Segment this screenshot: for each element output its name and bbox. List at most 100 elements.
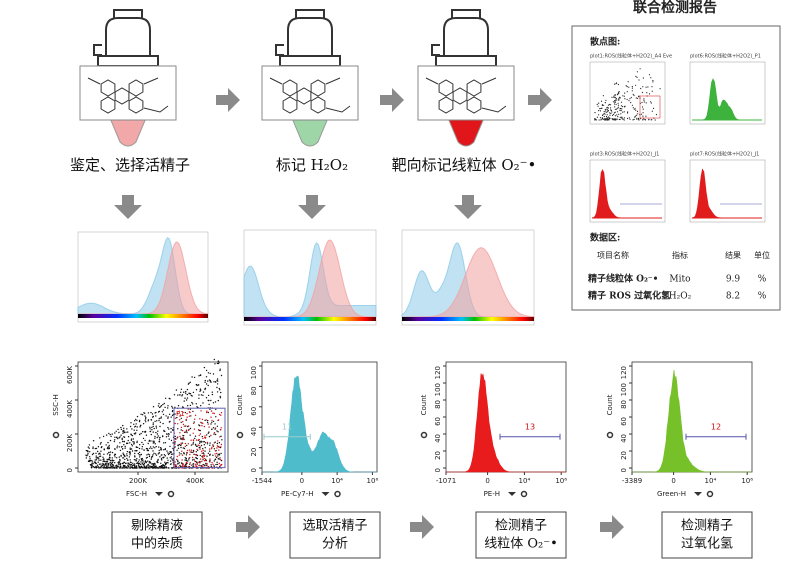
scatter-dot [152, 423, 154, 426]
table-header: 单位 [754, 250, 770, 260]
gate [173, 407, 226, 469]
scatter-dot [199, 460, 201, 463]
scatter-dot [200, 389, 202, 391]
scatter-dot [617, 107, 619, 109]
scatter-dot [159, 421, 162, 423]
scatter-dot [91, 463, 93, 465]
scatter-dot [136, 467, 138, 469]
scatter-dot [161, 454, 163, 456]
scatter-dot [164, 467, 166, 469]
scatter-dot [147, 460, 149, 462]
scatter-dot [160, 467, 162, 469]
scatter-dot [119, 466, 121, 469]
scatter-dot [185, 390, 187, 393]
scatter-dot [164, 397, 167, 399]
scatter-dot [652, 81, 654, 83]
scatter-dot [133, 442, 135, 445]
scatter-dot [216, 463, 219, 466]
scatter-dot [133, 423, 135, 425]
scatter-dot [174, 438, 176, 440]
y-tick-label: 20 [250, 448, 258, 457]
scatter-dot [199, 464, 201, 467]
step-label: 鉴定、选择活精子 [70, 156, 190, 174]
x-axis-label: PE-H [484, 490, 500, 498]
scatter-dot [204, 381, 206, 383]
scatter-dot [121, 467, 124, 469]
scatter-dot [188, 449, 191, 451]
scatter-dot [200, 405, 202, 407]
scatter-dot [206, 462, 208, 465]
scatter-dot [212, 463, 214, 466]
scatter-dot [99, 443, 102, 445]
scatter-dot [156, 420, 158, 422]
scatter-dot [127, 459, 129, 462]
scatter-dot [612, 101, 615, 103]
scatter-dot [613, 112, 616, 114]
scatter-dot [183, 425, 185, 427]
scatter-dot [218, 462, 220, 465]
step-text: 线粒体 O₂⁻• [484, 537, 558, 552]
step-text: 过氧化氢 [681, 537, 733, 552]
scatter-dot [643, 98, 645, 100]
scatter-dot [180, 443, 182, 445]
scatter-dot [162, 456, 164, 459]
scatter-dot [109, 459, 111, 462]
scatter-dot [594, 112, 596, 114]
scatter-dot [181, 406, 184, 408]
scatter-dot [217, 440, 219, 442]
scatter-dot [182, 411, 184, 414]
scatter-dot [193, 460, 196, 462]
arrow [454, 195, 482, 219]
scatter-dot [180, 442, 182, 444]
scatter-dot [139, 419, 141, 422]
scatter-dot [627, 111, 629, 113]
scatter-dot [119, 459, 121, 462]
scatter-dot [150, 457, 153, 459]
scatter-dot [618, 91, 620, 93]
scatter-dot [189, 408, 191, 410]
scatter-dot [204, 387, 207, 389]
scatter-dot [133, 432, 136, 435]
scatter-dot [214, 433, 217, 436]
scatter-dot [206, 464, 208, 467]
scatter-dot [105, 434, 108, 436]
scatter-dot [596, 103, 598, 105]
y-tick-label: 40 [434, 434, 442, 443]
scatter-dot [641, 101, 643, 104]
scatter-dot [168, 413, 171, 415]
scatter-dot [202, 391, 205, 393]
scatter-dot [606, 119, 608, 121]
scatter-dot [219, 464, 222, 466]
step-label: 靶向标记线粒体 O₂⁻• [392, 156, 537, 174]
scatter-dot [161, 411, 163, 413]
scatter-dot [157, 430, 159, 432]
scatter-dot [639, 68, 641, 70]
scatter-dot [123, 431, 125, 433]
axis-icon [420, 431, 428, 439]
scatter-dot [167, 405, 169, 407]
scatter-dot [189, 404, 192, 407]
scatter-dot [628, 117, 630, 119]
scatter-dot [606, 106, 608, 108]
scatter-dot [599, 108, 601, 110]
scatter-dot [130, 438, 133, 440]
scatter-dot [92, 447, 94, 450]
scatter-dot [199, 418, 201, 420]
scatter-dot [185, 459, 188, 462]
scatter-dot [181, 450, 183, 452]
scatter-dot [185, 465, 187, 468]
scatter-dot [134, 450, 136, 452]
scatter-dot [188, 415, 191, 417]
axis-icon [606, 431, 614, 439]
scatter-dot [200, 444, 203, 447]
scatter-dot [149, 447, 151, 450]
scatter-dot [97, 450, 99, 453]
scatter-dot [108, 446, 110, 448]
scatter-dot [178, 452, 181, 454]
scatter-dot [613, 103, 616, 105]
scatter-dot [138, 451, 141, 454]
scatter-dot [152, 406, 155, 408]
scatter-dot [119, 436, 121, 438]
scatter-dot [126, 453, 128, 455]
scatter-dot [189, 463, 191, 465]
